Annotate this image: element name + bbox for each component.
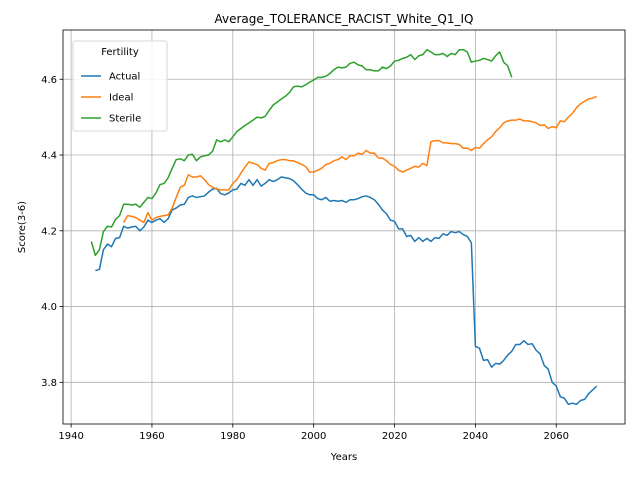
legend: Fertility Actual Ideal Sterile [72, 40, 168, 132]
x-tick-label: 1940 [58, 431, 83, 442]
y-tick-label: 4.2 [41, 226, 57, 237]
plot-frame [62, 29, 626, 425]
series-line-actual [95, 176, 598, 406]
y-tick-label: 4.0 [41, 302, 57, 313]
x-tick-label: 2020 [382, 431, 407, 442]
x-tick-label: 1960 [139, 431, 164, 442]
series-line-ideal [123, 95, 598, 224]
y-tick-label: 3.8 [41, 378, 57, 389]
series-line-sterile [90, 48, 513, 257]
chart-title: Average_TOLERANCE_RACIST_White_Q1_IQ [215, 12, 474, 26]
x-axis-label: Years [330, 452, 357, 463]
y-axis-label: Score(3-6) [17, 201, 28, 253]
legend-title: Fertility [101, 47, 139, 58]
series-lines [90, 48, 598, 406]
legend-box [72, 40, 168, 132]
legend-entry-sterile: Sterile [109, 114, 141, 125]
legend-entry-actual: Actual [109, 72, 140, 83]
legend-entry-ideal: Ideal [109, 93, 133, 104]
x-tick-label: 1980 [220, 431, 245, 442]
x-tick-label: 2040 [463, 431, 488, 442]
axis-ticks: 1940 1960 1980 2000 2020 2040 2060 3.8 4.0 4.2 4.4… [41, 75, 569, 442]
y-tick-label: 4.4 [41, 151, 57, 162]
x-tick-label: 2000 [301, 431, 326, 442]
grid [63, 30, 625, 424]
x-tick-label: 2060 [544, 431, 569, 442]
y-tick-label: 4.6 [41, 75, 57, 86]
